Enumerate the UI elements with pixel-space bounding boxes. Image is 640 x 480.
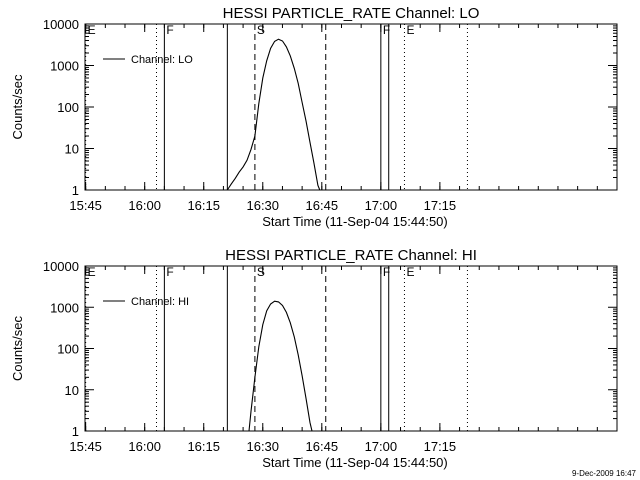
x-tick-label: 16:15 <box>187 198 220 213</box>
marker-label: E <box>406 265 414 279</box>
y-tick-label: 1 <box>72 183 79 198</box>
marker-label: F <box>383 23 390 37</box>
marker-label: S <box>257 265 265 279</box>
x-tick-label: 17:00 <box>365 439 398 454</box>
chart-title: HESSI PARTICLE_RATE Channel: LO <box>223 5 480 22</box>
legend-label: Channel: LO <box>131 54 193 66</box>
footer-timestamp: 9-Dec-2009 16:47 <box>572 469 637 478</box>
marker-label: E <box>88 265 96 279</box>
y-axis-label: Counts/sec <box>10 315 25 381</box>
x-tick-label: 15:45 <box>69 439 102 454</box>
y-tick-label: 10000 <box>43 17 79 32</box>
marker-label: F <box>166 23 173 37</box>
marker-label: S <box>257 23 265 37</box>
marker-label: F <box>383 265 390 279</box>
marker-label: E <box>406 23 414 37</box>
x-axis-label: Start Time (11-Sep-04 15:44:50) <box>262 455 447 470</box>
x-tick-label: 17:15 <box>424 198 457 213</box>
y-axis-label: Counts/sec <box>10 74 25 140</box>
x-tick-label: 16:45 <box>306 198 339 213</box>
x-tick-label: 17:15 <box>424 439 457 454</box>
chart-title: HESSI PARTICLE_RATE Channel: HI <box>225 247 477 264</box>
series-line <box>226 38 321 191</box>
x-tick-label: 16:15 <box>187 439 220 454</box>
x-axis-label: Start Time (11-Sep-04 15:44:50) <box>262 214 447 229</box>
y-tick-label: 1000 <box>50 300 79 315</box>
y-tick-label: 100 <box>57 342 79 357</box>
legend-label: Channel: HI <box>131 296 189 308</box>
x-tick-label: 16:45 <box>306 439 339 454</box>
y-tick-label: 10000 <box>43 259 79 274</box>
y-tick-label: 10 <box>65 142 79 157</box>
x-tick-label: 16:30 <box>246 439 279 454</box>
x-tick-label: 17:00 <box>365 198 398 213</box>
x-tick-label: 16:00 <box>128 439 161 454</box>
marker-label: F <box>166 265 173 279</box>
y-tick-label: 1000 <box>50 59 79 74</box>
y-tick-label: 1 <box>72 424 79 439</box>
chart-panel-0: HESSI PARTICLE_RATE Channel: LO 1 10 100 100… <box>10 5 618 229</box>
y-tick-label: 10 <box>65 383 79 398</box>
x-tick-label: 16:00 <box>128 198 161 213</box>
y-tick-label: 100 <box>57 100 79 115</box>
x-tick-label: 15:45 <box>69 198 102 213</box>
marker-label: E <box>88 23 96 37</box>
series-line <box>248 300 313 432</box>
x-tick-label: 16:30 <box>246 198 279 213</box>
chart-panel-1: HESSI PARTICLE_RATE Channel: HI 1 10 100 100… <box>10 247 618 470</box>
